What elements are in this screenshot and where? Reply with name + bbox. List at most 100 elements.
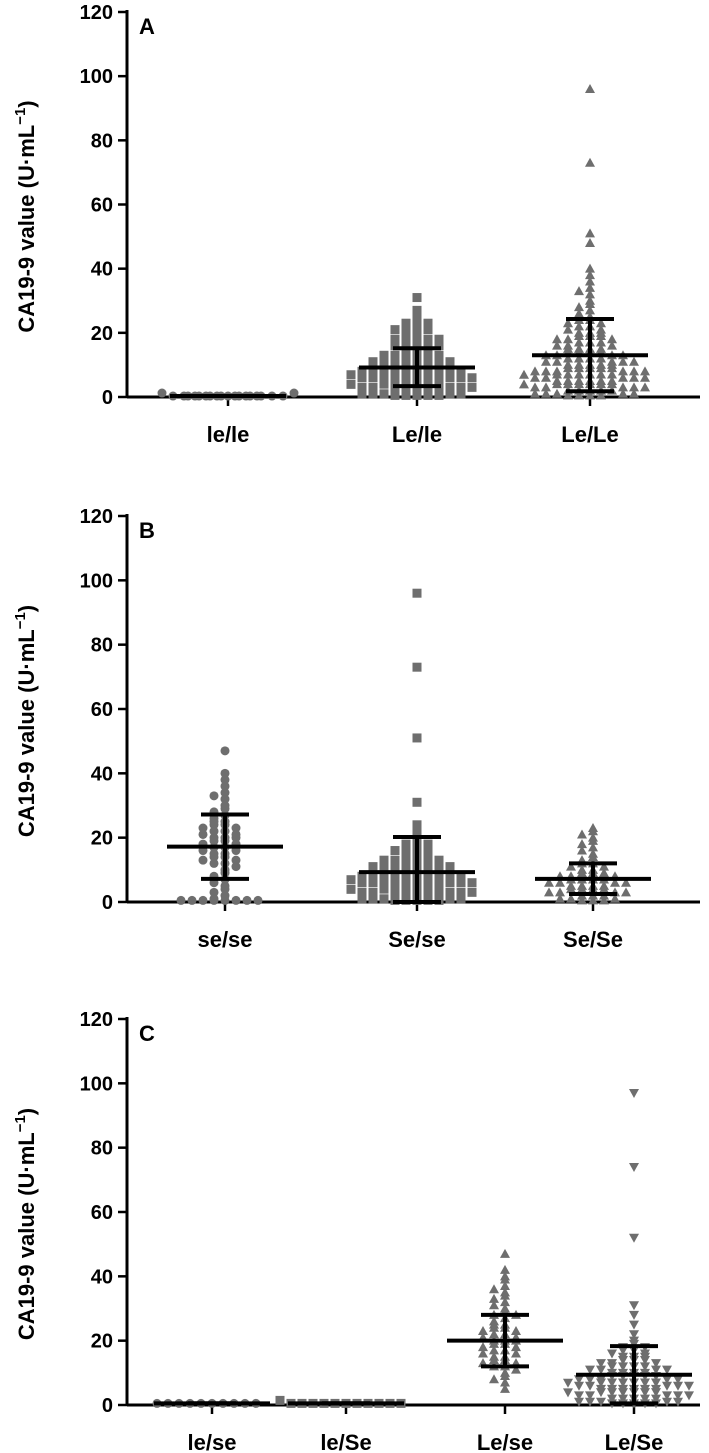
data-point	[456, 373, 466, 383]
data-point	[629, 1320, 639, 1330]
data-point	[401, 874, 411, 884]
data-point	[445, 373, 455, 383]
data-point	[530, 388, 540, 398]
data-point	[445, 894, 455, 904]
data-point	[662, 1365, 672, 1375]
data-point	[423, 386, 433, 396]
data-point	[456, 894, 466, 904]
data-point	[585, 1381, 595, 1391]
data-point	[253, 895, 263, 905]
y-tick-label: 100	[80, 570, 113, 592]
data-point	[585, 263, 595, 273]
data-point	[368, 357, 378, 367]
data-point	[489, 1345, 499, 1355]
data-point	[673, 1391, 683, 1401]
data-point	[629, 366, 639, 376]
data-point	[379, 350, 389, 360]
series-le-se: le/Se	[275, 1395, 406, 1453]
data-point	[434, 386, 444, 396]
data-point	[618, 1394, 628, 1404]
data-point	[368, 389, 378, 399]
data-point	[552, 340, 562, 350]
data-point	[368, 894, 378, 904]
data-point	[618, 382, 628, 392]
y-tick-label: 40	[91, 763, 113, 785]
y-tick-label: 20	[91, 1331, 113, 1353]
data-point	[530, 372, 540, 382]
data-point	[456, 366, 466, 376]
data-point	[585, 270, 595, 280]
data-point	[198, 829, 208, 839]
data-point	[434, 390, 444, 400]
data-point	[607, 1349, 617, 1359]
y-axis-title: CA19-9 value (U·mL−1)	[12, 1108, 39, 1340]
data-point	[574, 1391, 584, 1401]
data-point	[478, 1342, 488, 1352]
data-point	[662, 1397, 672, 1407]
data-point	[489, 1354, 499, 1364]
data-point	[577, 845, 587, 855]
data-point	[563, 334, 573, 344]
data-point	[566, 861, 576, 871]
data-point	[434, 370, 444, 380]
data-point	[390, 386, 400, 396]
data-point	[599, 868, 609, 878]
series-le-le: Le/le	[346, 293, 477, 447]
data-point	[401, 331, 411, 341]
data-point	[566, 884, 576, 894]
data-point	[599, 895, 609, 905]
series-se-se: Se/se	[346, 588, 477, 952]
x-tick-label: Le/se	[477, 1430, 533, 1453]
data-point	[401, 858, 411, 868]
data-point	[390, 891, 400, 901]
data-point	[379, 389, 389, 399]
data-point	[596, 369, 606, 379]
data-point	[588, 895, 598, 905]
data-point	[629, 1162, 639, 1172]
data-point	[618, 1346, 628, 1356]
data-point	[599, 884, 609, 894]
data-point	[220, 746, 230, 756]
data-point	[651, 1394, 661, 1404]
data-point	[357, 887, 367, 897]
data-point	[357, 389, 367, 399]
data-point	[596, 1388, 606, 1398]
series-se-se: se/se	[167, 746, 283, 952]
data-point	[541, 388, 551, 398]
data-point	[629, 1330, 639, 1340]
series-le-le: le/le	[157, 388, 299, 447]
data-point	[401, 842, 411, 852]
data-point	[596, 363, 606, 373]
data-point	[231, 833, 241, 843]
data-point	[379, 862, 389, 872]
data-point	[574, 1397, 584, 1407]
data-point	[552, 356, 562, 366]
data-point	[588, 851, 598, 861]
data-point	[368, 366, 378, 376]
data-point	[651, 1388, 661, 1398]
x-tick-label: le/le	[207, 422, 250, 447]
data-point	[519, 379, 529, 389]
data-point	[445, 357, 455, 367]
data-point	[346, 379, 356, 389]
x-tick-label: Se/se	[388, 927, 446, 952]
data-point	[629, 1088, 639, 1098]
data-point	[577, 868, 587, 878]
data-point	[541, 382, 551, 392]
data-point	[574, 286, 584, 296]
data-point	[401, 852, 411, 862]
data-point	[423, 354, 433, 363]
data-point	[552, 388, 562, 398]
data-point	[412, 315, 422, 325]
data-point	[574, 379, 584, 389]
data-point	[563, 324, 573, 334]
data-point	[198, 823, 208, 833]
data-point	[231, 823, 241, 833]
data-point	[563, 379, 573, 389]
data-point	[585, 238, 595, 247]
y-tick-label: 80	[91, 1138, 113, 1160]
data-point	[618, 388, 628, 398]
series-le-le: Le/Le	[519, 84, 650, 447]
data-point	[423, 858, 433, 868]
